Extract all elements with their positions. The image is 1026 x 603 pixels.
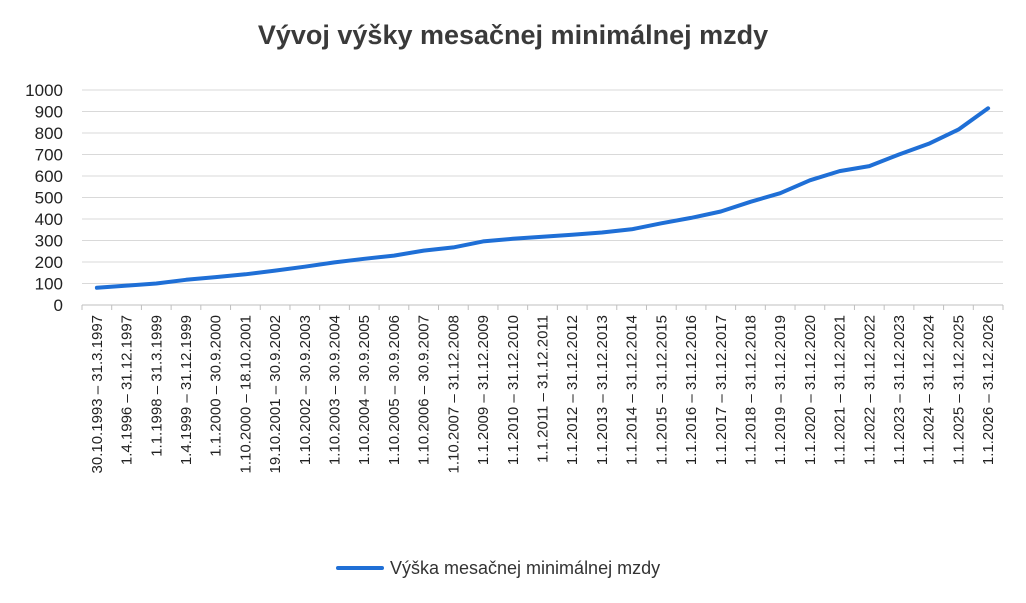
x-tick-label: 1.1.2015 – 31.12.2015 (653, 315, 670, 465)
x-tick-label: 1.10.2002 – 30.9.2003 (297, 315, 314, 465)
x-tick-label: 1.1.2020 – 31.12.2020 (802, 315, 819, 465)
y-tick-label: 1000 (25, 81, 63, 100)
x-tick-label: 1.1.2011 – 31.12.2011 (535, 315, 552, 463)
x-tick-label: 1.1.2021 – 31.12.2021 (832, 315, 849, 465)
x-tick-label: 1.10.2005 – 30.9.2006 (386, 315, 403, 465)
x-tick-label: 1.1.2022 – 31.12.2022 (861, 315, 878, 465)
x-tick-label: 1.10.2000 – 18.10.2001 (237, 315, 254, 473)
y-tick-label: 200 (35, 253, 63, 272)
x-tick-label: 1.1.2012 – 31.12.2012 (564, 315, 581, 465)
chart-title: Vývoj výšky mesačnej minimálnej mzdy (257, 20, 769, 50)
x-tick-label: 1.1.2016 – 31.12.2016 (683, 315, 700, 465)
legend-label: Výška mesačnej minimálnej mzdy (390, 557, 661, 578)
y-tick-label: 700 (35, 146, 63, 165)
legend: Výška mesačnej minimálnej mzdy (336, 556, 660, 580)
x-tick-label: 1.1.2018 – 31.12.2018 (742, 315, 759, 465)
x-tick-label: 1.10.2003 – 30.9.2004 (327, 315, 344, 465)
x-tick-label: 1.1.2010 – 31.12.2010 (505, 315, 522, 465)
y-tick-label: 0 (54, 296, 63, 315)
y-tick-label: 100 (35, 275, 63, 294)
x-tick-label: 1.1.2025 – 31.12.2025 (950, 315, 967, 465)
y-tick-label: 500 (35, 189, 63, 208)
x-tick-label: 1.1.1998 – 31.3.1999 (148, 315, 165, 457)
x-tick-label: 1.1.2013 – 31.12.2013 (594, 315, 611, 465)
x-tick-label: 1.1.2000 – 30.9.2000 (208, 315, 225, 457)
x-tick-label: 1.1.2014 – 31.12.2014 (624, 315, 641, 465)
x-tick-label: 1.1.2009 – 31.12.2009 (475, 315, 492, 465)
x-tick-label: 1.10.2006 – 30.9.2007 (416, 315, 433, 465)
y-tick-label: 300 (35, 232, 63, 251)
y-tick-label: 900 (35, 103, 63, 122)
x-tick-label: 1.10.2007 – 31.12.2008 (445, 315, 462, 473)
x-tick-label: 1.1.2024 – 31.12.2024 (921, 315, 938, 465)
x-tick-label: 30.10.1993 – 31.3.1997 (89, 315, 106, 473)
y-tick-label: 400 (35, 210, 63, 229)
series-line (94, 106, 991, 290)
x-tick-label: 1.1.2017 – 31.12.2017 (713, 315, 730, 465)
x-tick-label: 19.10.2001 – 30.9.2002 (267, 315, 284, 473)
x-tick-label: 1.1.2023 – 31.12.2023 (891, 315, 908, 465)
x-tick-label: 1.4.1996 – 31.12.1997 (119, 315, 136, 465)
x-tick-label: 1.1.2026 – 31.12.2026 (980, 315, 997, 465)
x-tick-label: 1.1.2019 – 31.12.2019 (772, 315, 789, 465)
legend-swatch (336, 566, 384, 570)
y-tick-label: 600 (35, 167, 63, 186)
y-tick-label: 800 (35, 124, 63, 143)
x-tick-label: 1.10.2004 – 30.9.2005 (356, 315, 373, 465)
x-tick-label: 1.4.1999 – 31.12.1999 (178, 315, 195, 465)
